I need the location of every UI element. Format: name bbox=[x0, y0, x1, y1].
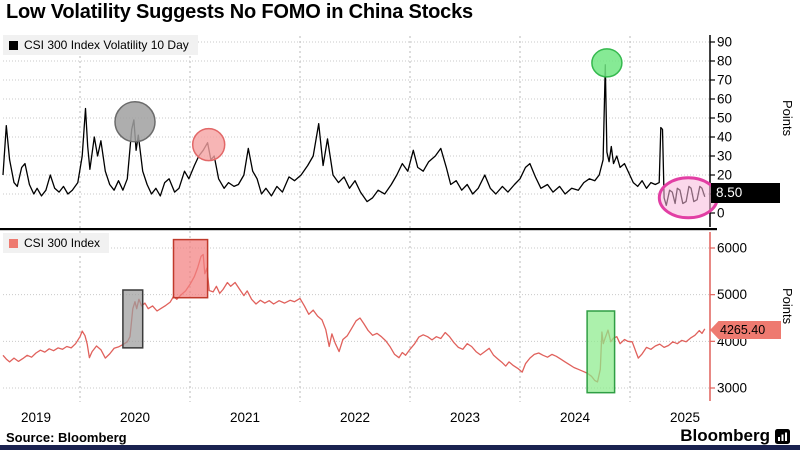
volatility-legend-swatch bbox=[9, 40, 18, 50]
csi300-last-value-badge: 4265.40 bbox=[710, 321, 781, 339]
x-tick-label: 2025 bbox=[670, 410, 700, 425]
y-tick-label: 60 bbox=[717, 92, 732, 107]
bloomberg-brand: Bloomberg bbox=[680, 426, 790, 446]
y-tick-label: 70 bbox=[717, 73, 732, 88]
x-tick-label: 2019 bbox=[21, 410, 51, 425]
y-tick-label: 30 bbox=[717, 149, 732, 164]
bloomberg-brand-label: Bloomberg bbox=[680, 426, 770, 445]
y-tick-label: 3000 bbox=[717, 381, 747, 396]
csi300-legend-label: CSI 300 Index bbox=[24, 236, 101, 250]
y-tick-label: 80 bbox=[717, 54, 732, 69]
panel-separator bbox=[0, 228, 717, 231]
x-tick-label: 2024 bbox=[560, 410, 591, 425]
y-tick-label: 50 bbox=[717, 111, 732, 126]
green-rect-annotation bbox=[586, 310, 616, 394]
x-tick-label: 2023 bbox=[450, 410, 480, 425]
red-rect-annotation bbox=[172, 238, 209, 299]
y-tick-label: 20 bbox=[717, 168, 732, 183]
green-circle-annotation bbox=[591, 48, 623, 78]
x-tick-label: 2020 bbox=[120, 410, 150, 425]
chart-title: Low Volatility Suggests No FOMO in China… bbox=[6, 1, 473, 23]
y-tick-label: 0 bbox=[717, 206, 725, 221]
y-tick-label: 6000 bbox=[717, 241, 747, 256]
legend-volatility: CSI 300 Index Volatility 10 Day bbox=[3, 35, 198, 55]
source-label: Source: Bloomberg bbox=[6, 430, 127, 445]
y-tick-label: 40 bbox=[717, 130, 732, 145]
bottom-bar bbox=[0, 445, 800, 450]
volatility-axis-title: Points bbox=[780, 100, 795, 137]
volatility-last-value-badge: 8.50 bbox=[711, 183, 780, 203]
red-circle-annotation bbox=[191, 127, 226, 162]
magenta-ellipse-annotation bbox=[657, 176, 719, 220]
y-tick-label: 5000 bbox=[717, 287, 747, 302]
csi300-axis-title: Points bbox=[780, 288, 795, 325]
bloomberg-logo-icon bbox=[775, 428, 790, 444]
x-tick-label: 2022 bbox=[340, 410, 370, 425]
volatility-legend-label: CSI 300 Index Volatility 10 Day bbox=[24, 38, 189, 52]
gray-rect-annotation bbox=[122, 289, 144, 349]
x-tick-label: 2021 bbox=[230, 410, 260, 425]
volatility-line bbox=[2, 64, 706, 207]
csi300-legend-swatch bbox=[9, 238, 18, 248]
y-tick-label: 90 bbox=[717, 35, 732, 50]
gray-circle-annotation bbox=[114, 101, 156, 143]
legend-csi300: CSI 300 Index bbox=[3, 233, 110, 253]
